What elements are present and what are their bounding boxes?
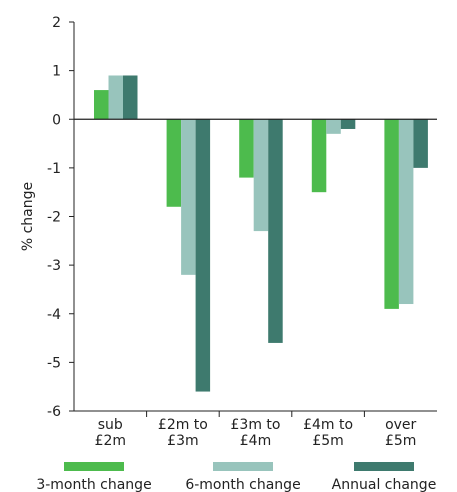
bar (268, 119, 283, 343)
bar (311, 119, 327, 193)
x-category-label: £5m (312, 433, 343, 449)
bar (166, 119, 182, 207)
bar (398, 119, 414, 305)
y-tick-label: 0 (52, 112, 61, 128)
y-tick-label: -3 (47, 258, 61, 274)
y-axis-ticks: 2 1 0 -1 -2 -3 -4 -5 -6 (47, 15, 74, 420)
legend: 3-month change 6-month change Annual chang… (36, 462, 436, 492)
x-category-label: £4m (240, 433, 271, 449)
bar (123, 75, 138, 120)
legend-swatch (213, 462, 273, 471)
x-category-label: over (385, 417, 416, 433)
bars-group (94, 75, 428, 392)
x-category-label: £3m to (231, 417, 281, 433)
x-category-label: £5m (385, 433, 416, 449)
legend-label: Annual change (332, 477, 437, 492)
bar (239, 119, 254, 178)
y-tick-label: -2 (47, 210, 61, 226)
y-tick-label: -5 (47, 355, 61, 371)
bar (108, 75, 123, 120)
y-tick-label: -4 (47, 307, 61, 323)
y-tick-label: -1 (47, 161, 61, 177)
bar (326, 119, 341, 134)
y-tick-label: 2 (52, 15, 61, 31)
y-tick-label: -6 (47, 404, 61, 420)
x-category-label: £2m to (158, 417, 208, 433)
x-category-label: £3m (167, 433, 198, 449)
bar (253, 119, 269, 232)
bar (413, 119, 428, 168)
bar (384, 119, 399, 309)
x-category-label: £2m (95, 433, 126, 449)
y-tick-label: 1 (52, 64, 61, 80)
legend-label: 6-month change (185, 477, 300, 492)
x-category-label: £4m to (303, 417, 353, 433)
legend-swatch (64, 462, 124, 471)
x-category-label: sub (98, 417, 123, 433)
axes-group (73, 22, 437, 417)
bar (195, 119, 211, 392)
legend-swatch (354, 462, 414, 471)
bar (94, 90, 109, 120)
bar (340, 119, 356, 129)
bar (181, 119, 196, 275)
legend-label: 3-month change (36, 477, 151, 492)
y-axis-title: % change (20, 182, 36, 251)
